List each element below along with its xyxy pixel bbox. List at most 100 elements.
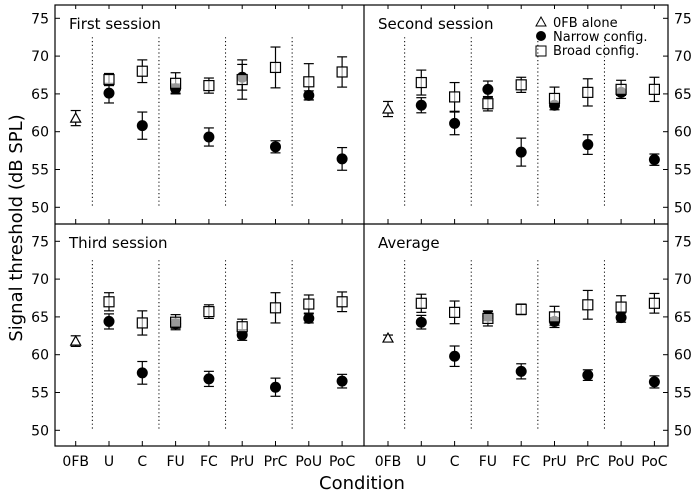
broad-config-point: [449, 306, 461, 318]
narrow-config-point: [303, 89, 315, 101]
panel-2: Second session 50 55 60 65 70 75: [378, 5, 692, 224]
narrow-config-point: [515, 365, 527, 377]
narrow-config-point: [336, 375, 348, 387]
broad-config-point: [515, 79, 527, 91]
panel-title: First session: [69, 15, 161, 33]
x-tick-label: PoC: [329, 454, 356, 470]
broad-config-point: [203, 306, 215, 318]
y-tick-label: 65: [31, 310, 49, 326]
broad-config-point: [170, 77, 182, 89]
broad-config-point: [269, 61, 282, 74]
x-tick-label: U: [104, 454, 114, 470]
x-tick-label: 0FB: [375, 454, 402, 470]
narrow-config-point: [203, 373, 215, 385]
narrow-config-point: [336, 153, 348, 165]
broad-config-point: [615, 83, 627, 95]
ofb-alone-point: [381, 102, 395, 114]
broad-config-point: [336, 296, 348, 308]
broad-config-point: [548, 92, 561, 105]
broad-config-point: [136, 65, 148, 77]
broad-config-point: [236, 321, 248, 333]
x-tick-label: C: [137, 454, 147, 470]
broad-config-point: [515, 303, 527, 315]
narrow-config-point: [103, 315, 115, 327]
narrow-config-point: [582, 139, 594, 151]
y-tick-label: 60: [674, 348, 692, 364]
x-tick-label: PoU: [608, 454, 635, 470]
broad-config-point: [482, 98, 494, 110]
y-axis-title: Signal threshold (dB SPL): [6, 114, 27, 341]
legend-broad-label: Broad config.: [553, 44, 639, 59]
narrow-config-point: [648, 154, 660, 166]
broad-config-point: [582, 299, 594, 311]
broad-config-point: [582, 86, 594, 98]
broad-config-point: [269, 302, 282, 314]
x-tick-label: PrU: [542, 454, 566, 470]
broad-config-point: [415, 297, 427, 309]
x-tick-label: PrC: [576, 454, 600, 470]
ofb-alone-point: [69, 111, 82, 123]
panel-4: Average 50 55 60 65 70 75 0FB U C FU FC PrU PrC PoU PoC: [375, 234, 692, 470]
x-tick-label: PoC: [641, 454, 668, 470]
ofb-alone-point: [69, 334, 82, 346]
x-tick-label: FU: [479, 454, 497, 470]
broad-config-point: [648, 83, 661, 95]
panel-title: Second session: [378, 15, 494, 33]
narrow-config-point: [270, 141, 281, 153]
broad-config-point: [648, 297, 661, 309]
broad-config-point: [136, 317, 148, 329]
x-tick-label: PrU: [230, 454, 254, 470]
panel-title: Average: [378, 234, 440, 252]
panel-1: First session 50 55 60 65 70 75: [31, 5, 348, 224]
narrow-config-point: [482, 83, 494, 95]
plot-frame: [54, 4, 669, 447]
y-tick-label: 55: [31, 386, 49, 402]
x-tick-label: FU: [166, 454, 184, 470]
narrow-config-point: [136, 120, 148, 132]
narrow-config-point: [515, 146, 527, 158]
y-tick-label: 65: [31, 87, 49, 103]
legend: 0FB alone Narrow config. Broad config.: [535, 15, 648, 59]
x-tick-label: FC: [512, 454, 530, 470]
narrow-config-point: [415, 99, 427, 111]
legend-narrow-label: Narrow config.: [553, 30, 648, 45]
y-tick-label: 75: [674, 234, 692, 250]
y-tick-label: 75: [31, 11, 49, 27]
narrow-config-point: [203, 131, 215, 143]
legend-ofb-label: 0FB alone: [553, 16, 618, 31]
y-tick-label: 55: [674, 386, 692, 402]
broad-config-point: [415, 76, 427, 89]
ofb-alone-point: [381, 331, 395, 343]
y-tick-label: 55: [674, 163, 692, 179]
y-tick-label: 70: [31, 49, 49, 65]
x-tick-label: PrC: [264, 454, 288, 470]
panel-title: Third session: [68, 234, 168, 252]
legend-square-icon: [535, 45, 547, 57]
y-tick-label: 50: [674, 423, 692, 439]
x-tick-label: C: [450, 454, 460, 470]
narrow-config-point: [303, 312, 315, 324]
narrow-config-point: [615, 312, 627, 324]
broad-config-point: [170, 316, 182, 328]
y-tick-label: 75: [674, 11, 692, 27]
narrow-config-point: [648, 376, 660, 388]
y-tick-label: 70: [674, 49, 692, 65]
panel-3: Third session 50 55 60 65 70 75 0FB U C FU FC PrU PrC…: [31, 234, 355, 470]
broad-config-point: [449, 91, 461, 103]
x-tick-label: FC: [200, 454, 218, 470]
broad-config-point: [103, 296, 115, 308]
x-tick-label: U: [416, 454, 426, 470]
legend-triangle-icon: [535, 15, 547, 27]
y-tick-label: 60: [31, 125, 49, 141]
broad-config-point: [303, 76, 315, 88]
x-tick-label: PoU: [295, 454, 322, 470]
y-tick-label: 50: [31, 423, 49, 439]
y-tick-label: 60: [31, 348, 49, 364]
broad-config-point: [303, 298, 315, 310]
y-tick-label: 65: [674, 87, 692, 103]
narrow-config-point: [449, 117, 461, 129]
y-tick-label: 70: [674, 272, 692, 288]
y-tick-label: 65: [674, 310, 692, 326]
narrow-config-point: [270, 381, 281, 393]
